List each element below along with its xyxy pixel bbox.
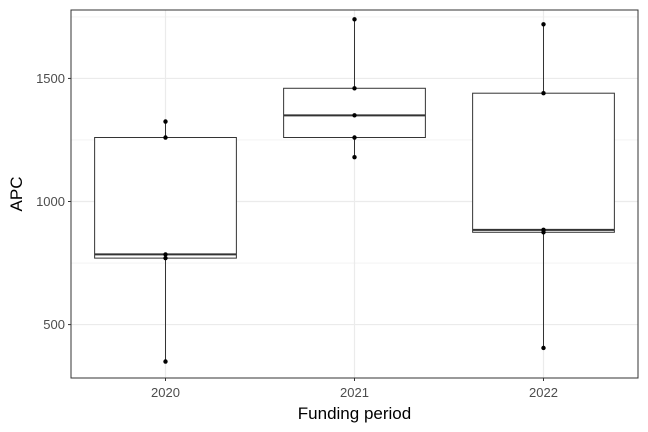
box-2020: [94, 121, 237, 362]
y-axis-ticks: 500 1000 1500: [36, 71, 71, 332]
data-point: [541, 91, 546, 96]
data-point: [352, 155, 357, 160]
data-point: [163, 359, 168, 364]
x-tick-label: 2021: [340, 385, 369, 400]
box-iqr: [94, 137, 237, 259]
y-tick-label: 1500: [36, 71, 65, 86]
data-point: [352, 86, 357, 91]
data-point: [163, 255, 168, 261]
data-point: [352, 135, 357, 140]
data-point: [163, 119, 168, 124]
data-point: [163, 252, 168, 257]
y-axis-title: APC: [7, 177, 26, 212]
x-tick-label: 2020: [151, 385, 180, 400]
data-points: [163, 17, 546, 364]
data-point: [541, 345, 546, 351]
box-iqr: [472, 92, 615, 233]
box-iqr: [283, 87, 426, 139]
x-tick-label: 2022: [529, 385, 558, 400]
box-2022: [472, 24, 615, 348]
x-axis-ticks: 2020 2021 2022: [151, 378, 558, 400]
data-point: [163, 135, 168, 140]
data-point: [541, 227, 546, 233]
data-point: [352, 17, 357, 22]
y-tick-label: 500: [43, 317, 65, 332]
x-axis-title: Funding period: [298, 404, 411, 423]
data-point: [541, 22, 546, 27]
box-series: [94, 19, 615, 362]
data-point: [352, 113, 357, 118]
y-tick-label: 1000: [36, 194, 65, 209]
